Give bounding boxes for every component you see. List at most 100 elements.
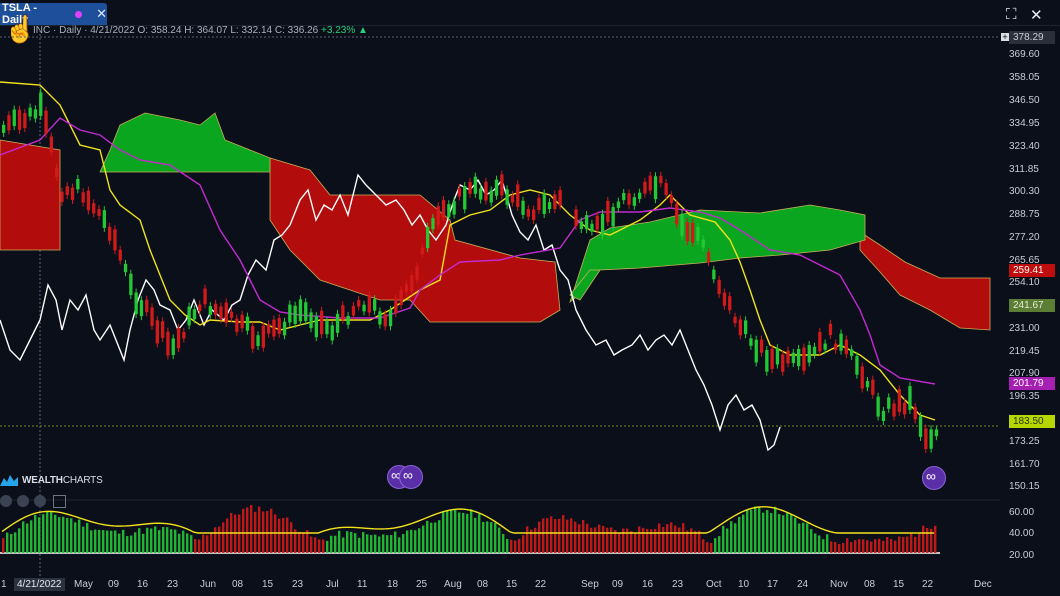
price-tick-label: 231.00 <box>1009 323 1040 334</box>
candle-body <box>781 354 785 372</box>
osc-bar <box>370 535 373 553</box>
osc-bar <box>450 510 453 553</box>
candle-body <box>532 209 536 221</box>
candle-body <box>505 189 509 205</box>
osc-bar <box>238 514 241 553</box>
candle-body <box>823 343 827 350</box>
osc-bar <box>862 539 865 553</box>
candle-body <box>415 266 419 280</box>
collapse-control[interactable] <box>17 495 29 507</box>
osc-bar <box>382 534 385 553</box>
osc-bar <box>462 512 465 553</box>
osc-bar <box>262 511 265 553</box>
header-divider <box>0 25 1060 26</box>
event-badge-icon[interactable] <box>399 465 423 489</box>
candle-body <box>441 199 446 218</box>
osc-bar <box>122 529 125 553</box>
osc-bar <box>510 539 513 553</box>
candle-body <box>192 309 197 320</box>
date-tick-label: 15 <box>262 579 274 590</box>
candle-body <box>616 201 621 208</box>
osc-bar <box>762 512 765 553</box>
date-tick-label: Oct <box>706 579 722 590</box>
candle-body <box>526 209 530 217</box>
candle-body <box>49 136 53 153</box>
osc-bar <box>310 536 313 553</box>
osc-bar <box>90 530 93 553</box>
candle-body <box>330 325 334 341</box>
candle-body <box>351 305 356 316</box>
chart-tab[interactable]: TSLA - Daily ✕ <box>0 2 107 26</box>
osc-bar <box>278 518 281 553</box>
osc-bar <box>242 508 245 553</box>
osc-bar <box>786 511 789 553</box>
candle-body <box>362 304 366 312</box>
close-window-icon[interactable]: ✕ <box>1030 7 1043 24</box>
candle-body <box>659 175 663 184</box>
add-pane-button[interactable] <box>53 495 66 508</box>
osc-bar <box>590 527 593 553</box>
osc-bar <box>922 525 925 553</box>
price-tick-label: 265.65 <box>1009 255 1040 266</box>
date-tick-label: Nov <box>830 579 848 590</box>
osc-bar <box>542 518 545 553</box>
osc-bar <box>94 529 97 553</box>
osc-bar <box>866 540 869 553</box>
osc-bar <box>102 530 105 553</box>
date-tick-label: 17 <box>767 579 779 590</box>
osc-bar <box>26 523 29 553</box>
price-tick-label: 300.30 <box>1009 186 1040 197</box>
date-tick-label: Jun <box>200 579 217 590</box>
osc-bar <box>622 528 625 553</box>
add-alert-button[interactable]: + <box>1001 32 1009 42</box>
candle-body <box>574 209 578 227</box>
osc-bar <box>694 530 697 553</box>
candle-body <box>7 115 11 131</box>
candles <box>2 88 939 454</box>
fullscreen-icon[interactable]: ⛶ <box>1006 6 1017 23</box>
osc-bar <box>678 527 681 553</box>
osc-bar <box>318 539 321 553</box>
osc-bar <box>430 522 433 553</box>
candle-body <box>775 348 780 365</box>
candle-body <box>97 209 101 216</box>
candle-body <box>876 396 880 417</box>
candle-body <box>717 279 721 295</box>
candle-body <box>479 188 483 200</box>
candle-body <box>807 345 811 363</box>
ichimoku-cloud <box>0 112 991 331</box>
osc-bar <box>650 529 653 553</box>
candle-body <box>744 320 748 335</box>
settings-control[interactable] <box>0 495 12 507</box>
date-tick-label: 15 <box>506 579 518 590</box>
event-badge-icon[interactable] <box>922 466 946 490</box>
osc-bar <box>314 537 317 553</box>
osc-bar <box>118 533 121 553</box>
osc-bar <box>130 535 133 553</box>
hide-control[interactable] <box>34 495 46 507</box>
close-tab-icon[interactable]: ✕ <box>96 6 107 21</box>
osc-bar <box>674 525 677 553</box>
date-tick-label: 08 <box>232 579 244 590</box>
candle-body <box>92 203 96 214</box>
price-tick-label: 219.45 <box>1009 346 1040 357</box>
osc-bar <box>30 520 33 553</box>
osc-bar <box>774 506 777 553</box>
date-tick-label: 23 <box>167 579 179 590</box>
cloud-tag: 241.67 <box>1009 299 1055 312</box>
osc-bar <box>410 529 413 553</box>
osc-bar <box>482 521 485 553</box>
osc-bar <box>566 519 569 553</box>
color-dot-icon[interactable] <box>75 10 83 18</box>
osc-bar <box>470 509 473 553</box>
osc-bar <box>162 527 165 553</box>
osc-bar <box>110 530 113 553</box>
chikou-tag: 201.79 <box>1009 377 1055 390</box>
candle-body <box>325 321 329 335</box>
date-tick-label: 1 <box>1 579 7 590</box>
candle-body <box>590 223 594 232</box>
osc-bar <box>246 507 249 553</box>
osc-bar <box>742 514 745 553</box>
osc-bar <box>882 540 885 553</box>
